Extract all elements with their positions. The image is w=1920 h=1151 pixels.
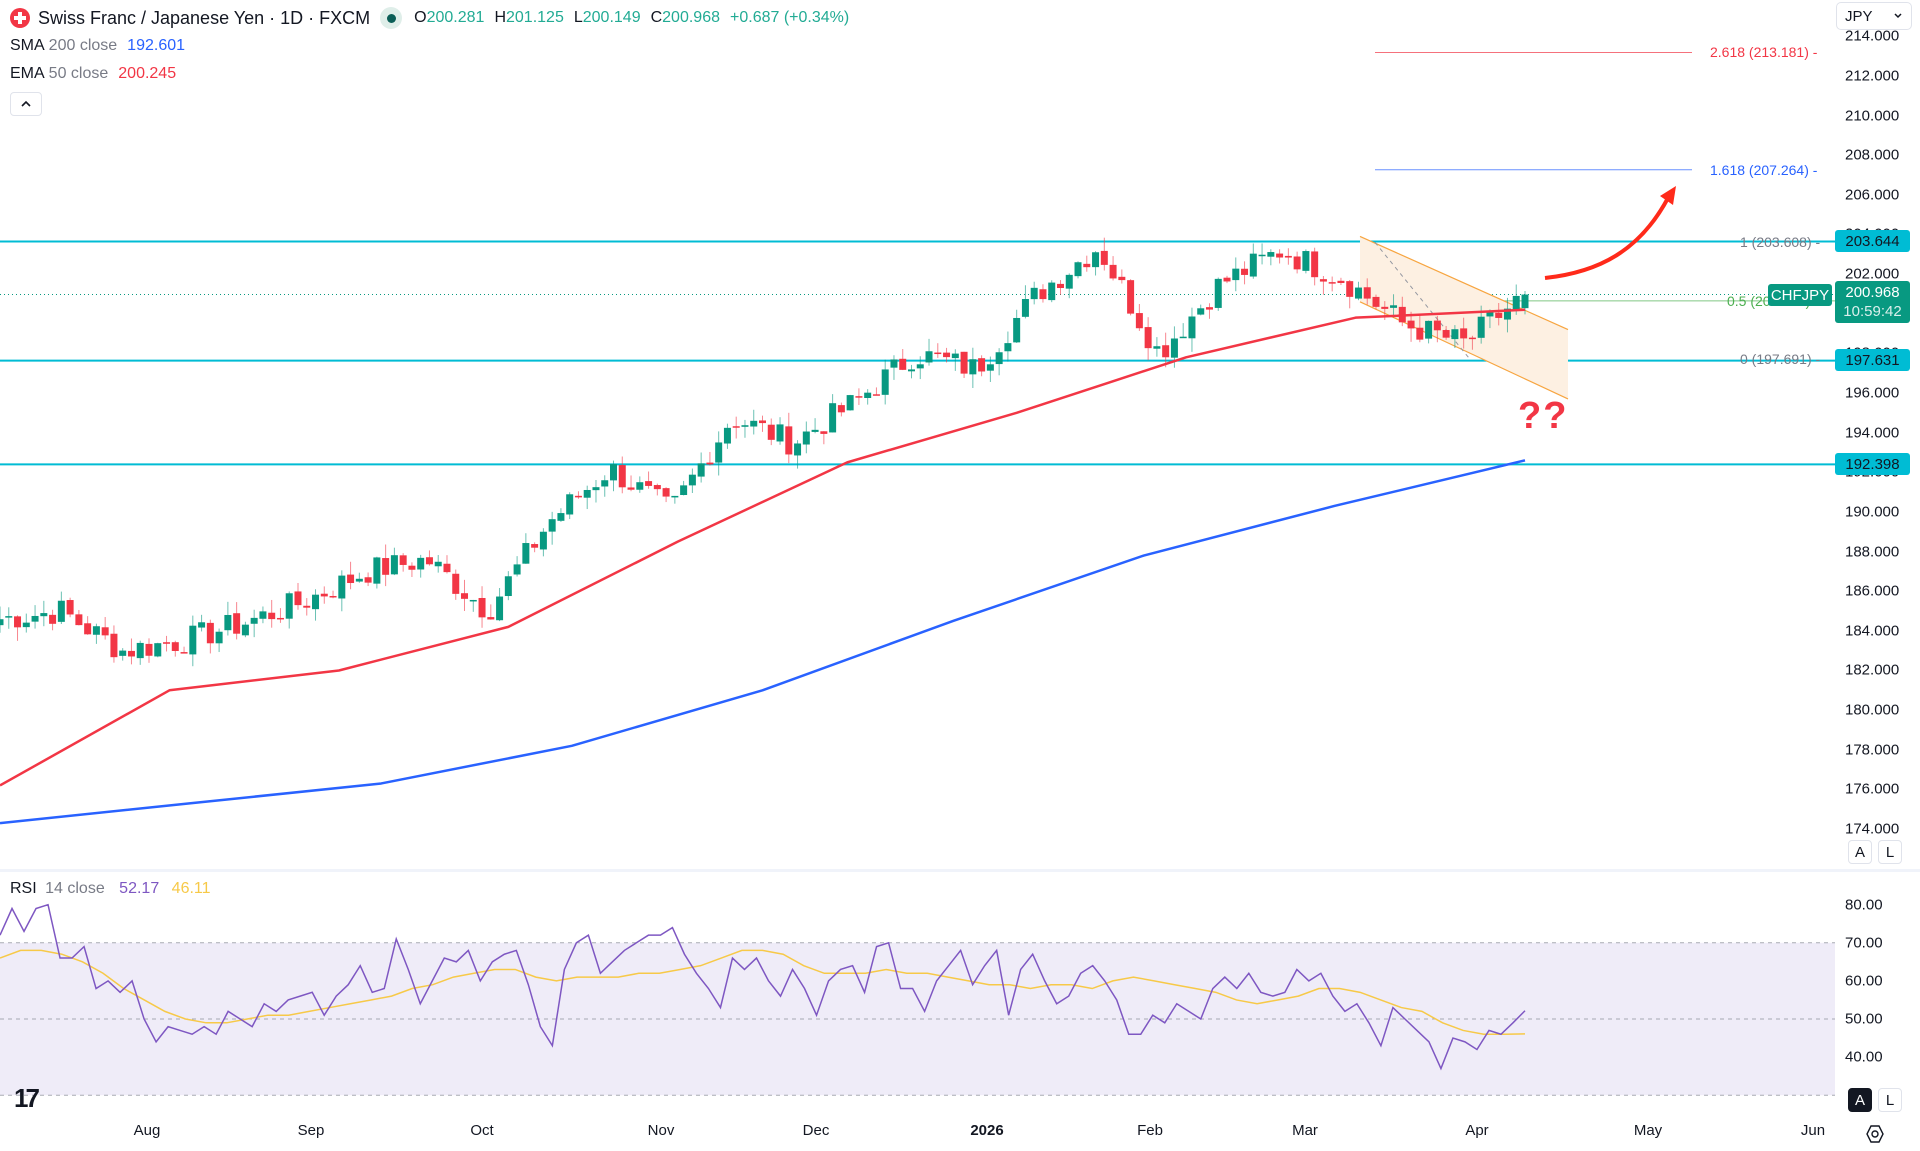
time-axis-label: 2026 xyxy=(970,1122,1004,1139)
time-axis-label: Dec xyxy=(802,1122,830,1139)
low-key: L xyxy=(573,9,583,26)
panel-divider[interactable] xyxy=(0,869,1920,872)
price-axis-label: 194.000 xyxy=(1845,424,1900,442)
swiss-flag-icon xyxy=(10,8,30,28)
price-axis-label: 210.000 xyxy=(1845,107,1900,125)
sma-200-line[interactable] xyxy=(0,459,1526,825)
rsi-ma-value: 46.11 xyxy=(171,880,211,897)
question-annotation[interactable]: ?? xyxy=(1518,395,1569,437)
time-axis-label: Jun xyxy=(1800,1122,1826,1139)
time-axis-label: Sep xyxy=(297,1122,325,1139)
log-scale-button-rsi[interactable]: L xyxy=(1878,1088,1902,1112)
indicator-name: EMA xyxy=(10,65,45,82)
indicator-params: 200 close xyxy=(48,37,118,54)
bar-countdown: 10:59:42 xyxy=(1843,303,1902,320)
price-axis-label: 188.000 xyxy=(1845,543,1900,561)
rsi-axis-label: 70.00 xyxy=(1845,934,1883,952)
price-axis-label: 178.000 xyxy=(1845,741,1900,759)
chart-legend: Swiss Franc / Japanese Yen · 1D · FXCM O… xyxy=(10,4,849,116)
indicator-sma[interactable]: SMA 200 close 192.601 xyxy=(10,32,849,60)
time-axis-label: May xyxy=(1633,1122,1663,1139)
price-axis-label: 180.000 xyxy=(1845,701,1900,719)
price-axis-label: 202.000 xyxy=(1845,265,1900,283)
fib-level-label: 2.618 (213.181) - xyxy=(1710,44,1818,61)
time-axis-label: Oct xyxy=(470,1122,494,1139)
last-price-value: 200.968 xyxy=(1845,284,1900,301)
candlestick-series[interactable] xyxy=(0,237,1529,667)
indicator-value: 192.601 xyxy=(127,37,186,54)
arrow-head-icon xyxy=(1660,186,1676,205)
bullish-arrow[interactable] xyxy=(1544,197,1670,280)
fib-trend-line xyxy=(1374,242,1471,360)
level-tag-197631: 197.631 xyxy=(1835,349,1910,371)
rsi-axis-label: 60.00 xyxy=(1845,972,1883,990)
chevron-down-icon xyxy=(1894,13,1902,19)
close-value: 200.968 xyxy=(662,9,720,26)
log-scale-button-main[interactable]: L xyxy=(1878,840,1902,864)
price-axis-label: 206.000 xyxy=(1845,186,1900,204)
indicator-value: 200.245 xyxy=(118,65,177,82)
low-value: 200.149 xyxy=(582,9,641,26)
price-axis-label: 176.000 xyxy=(1845,780,1900,798)
chevron-up-icon xyxy=(21,100,31,107)
price-axis-label: 190.000 xyxy=(1845,503,1900,521)
rsi-name: RSI xyxy=(10,880,37,897)
auto-scale-button-rsi[interactable]: A xyxy=(1848,1088,1872,1112)
ema-50-line[interactable] xyxy=(0,308,1526,787)
price-axis-label: 212.000 xyxy=(1845,67,1900,85)
rsi-axis-label: 80.00 xyxy=(1845,896,1883,914)
fib-level-label: 1 (203.608) - xyxy=(1740,234,1821,251)
rsi-ma-line[interactable] xyxy=(0,949,1526,1035)
tradingview-logo[interactable]: 17 xyxy=(14,1083,40,1113)
indicator-name: SMA xyxy=(10,37,45,54)
currency-select[interactable]: JPY xyxy=(1836,2,1912,30)
settings-icon[interactable] xyxy=(1865,1124,1885,1144)
time-axis-label: Feb xyxy=(1137,1122,1163,1139)
auto-scale-button-main[interactable]: A xyxy=(1848,840,1872,864)
symbol-title[interactable]: Swiss Franc / Japanese Yen · 1D · FXCM xyxy=(38,7,371,28)
time-axis-label: Apr xyxy=(1465,1122,1489,1139)
ohlc-values: O200.281 H201.125 L200.149 C200.968 +0.6… xyxy=(414,9,849,27)
rsi-value: 52.17 xyxy=(119,880,160,897)
open-key: O xyxy=(414,9,427,26)
price-axis-label: 186.000 xyxy=(1845,582,1900,600)
price-axis-label: 184.000 xyxy=(1845,622,1900,640)
high-value: 201.125 xyxy=(506,9,564,26)
symbol-header[interactable]: Swiss Franc / Japanese Yen · 1D · FXCM O… xyxy=(10,4,849,32)
rsi-axis-label: 40.00 xyxy=(1845,1048,1883,1066)
price-axis-label: 174.000 xyxy=(1845,820,1900,838)
symbol-tag: CHFJPY xyxy=(1768,284,1832,306)
change-value: +0.687 (+0.34%) xyxy=(730,9,850,26)
level-tag-192398: 192.398 xyxy=(1835,453,1910,475)
rsi-axis-label: 50.00 xyxy=(1845,1010,1883,1028)
channel-upper-line[interactable] xyxy=(1359,235,1569,331)
rsi-params: 14 close xyxy=(45,880,105,897)
collapse-legend-button[interactable] xyxy=(10,92,42,116)
last-price-tag: 200.968 10:59:42 xyxy=(1835,281,1910,323)
close-key: C xyxy=(650,9,663,26)
fib-level-label: 1.618 (207.264) - xyxy=(1710,161,1818,178)
high-key: H xyxy=(494,9,506,26)
price-axis-label: 196.000 xyxy=(1845,384,1900,402)
indicator-ema[interactable]: EMA 50 close 200.245 xyxy=(10,60,849,88)
time-axis-label: Aug xyxy=(133,1122,161,1139)
rsi-legend[interactable]: RSI 14 close 52.17 46.11 xyxy=(10,880,211,898)
market-status-icon[interactable] xyxy=(380,7,403,29)
price-axis-label: 208.000 xyxy=(1845,146,1900,164)
indicator-params: 50 close xyxy=(48,65,109,82)
open-value: 200.281 xyxy=(426,9,485,26)
price-axis-label: 214.000 xyxy=(1845,27,1900,45)
time-axis-label: Mar xyxy=(1292,1122,1318,1139)
price-axis-label: 182.000 xyxy=(1845,661,1900,679)
rsi-line[interactable] xyxy=(0,903,1526,1071)
fib-level-label: 0 (197.691) - xyxy=(1740,351,1821,368)
level-tag-203644: 203.644 xyxy=(1835,230,1910,252)
time-axis-label: Nov xyxy=(647,1122,675,1139)
channel-lower-line[interactable] xyxy=(1359,301,1569,400)
currency-value: JPY xyxy=(1845,7,1873,25)
